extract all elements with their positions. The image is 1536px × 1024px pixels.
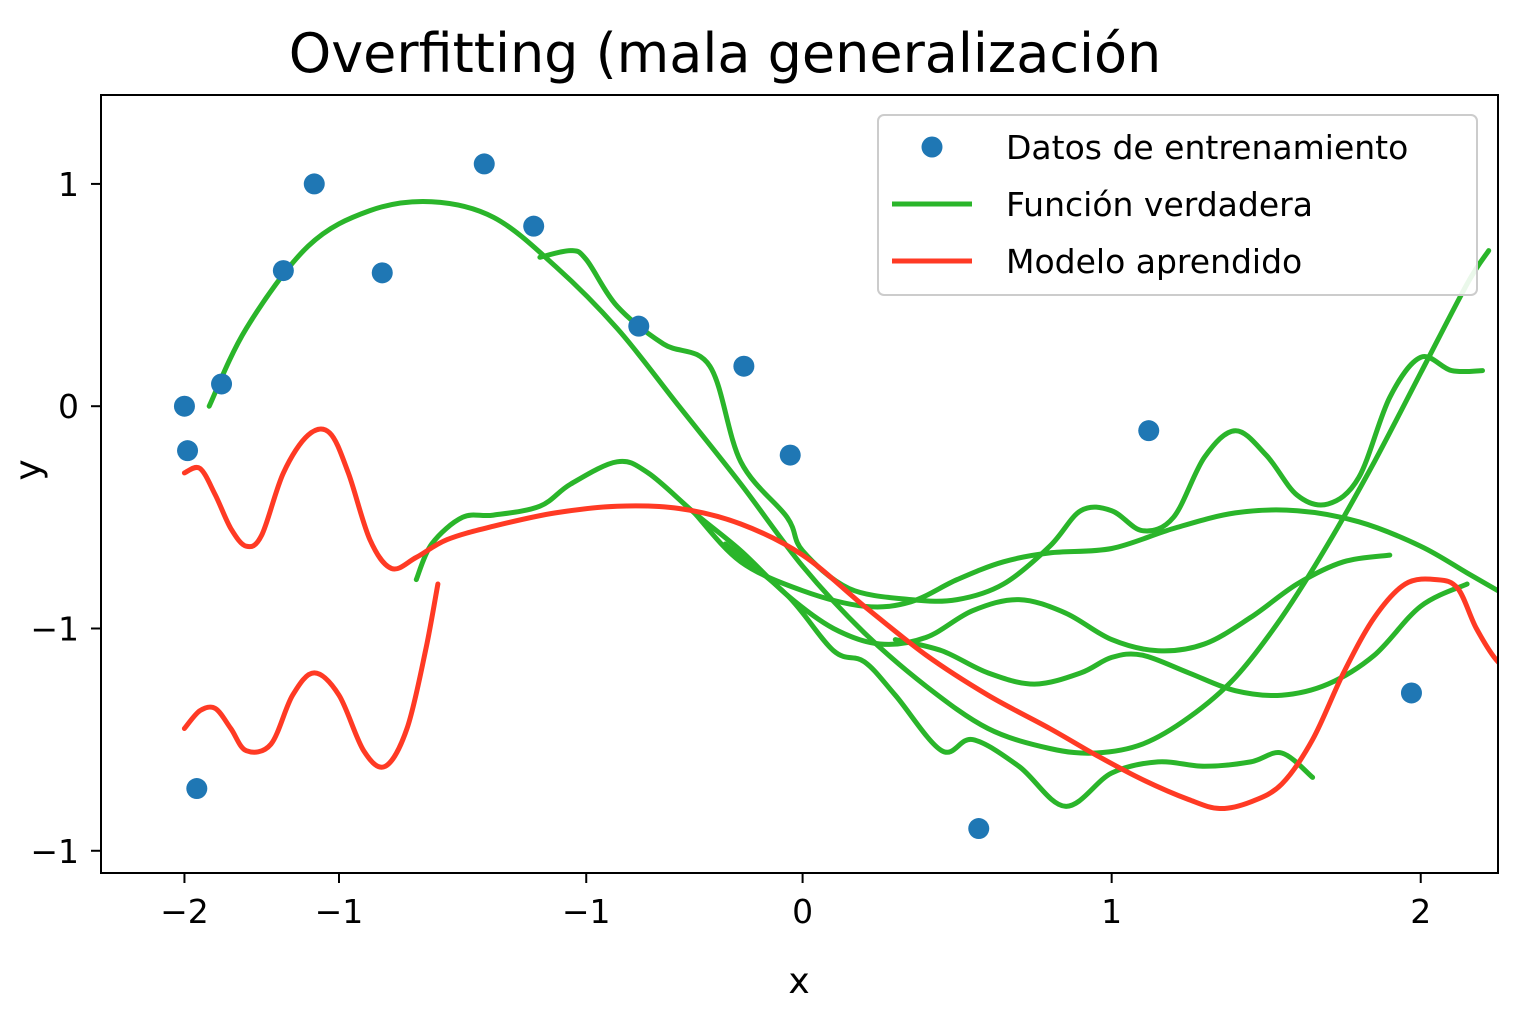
training-point-1 (173, 395, 195, 417)
true-function-line-3 (413, 458, 1393, 654)
plot-frame (100, 94, 1499, 874)
y-tick-label-2: 0 (58, 387, 79, 426)
x-tick-label-5: 1 (1101, 892, 1122, 931)
training-point-10 (628, 315, 650, 337)
training-point-2 (177, 440, 199, 462)
y-axis-ticks: 1 0 −1 −1 (30, 165, 101, 871)
legend-label-training-data: Datos de entrenamiento (1006, 128, 1408, 167)
legend-marker-training-data (921, 136, 943, 158)
training-point-3 (186, 778, 208, 800)
x-axis-label: x (788, 961, 809, 1002)
training-point-7 (371, 262, 393, 284)
training-point-9 (523, 215, 545, 237)
x-tick-label-2: −1 (315, 892, 364, 931)
y-tick-label-4: −1 (30, 832, 79, 871)
x-tick-label-1: −2 (160, 892, 209, 931)
x-tick-label-6: 2 (1410, 892, 1431, 931)
legend-label-learned-model: Modelo aprendido (1006, 242, 1302, 281)
training-point-11 (733, 355, 755, 377)
x-tick-label-4: 0 (792, 892, 813, 931)
true-function-line-5 (722, 541, 1316, 809)
x-tick-label-3: −1 (562, 892, 611, 931)
y-tick-label-1: 1 (58, 165, 79, 204)
training-point-5 (272, 260, 294, 282)
true-function-line-2 (537, 248, 1485, 604)
training-point-14 (1138, 420, 1160, 442)
training-point-15 (1400, 682, 1422, 704)
learned-model-line-2 (181, 581, 441, 770)
learned-model-line-1 (181, 426, 1498, 812)
plot-area (173, 153, 1498, 840)
training-point-6 (303, 173, 325, 195)
legend: Datos de entrenamiento Función verdadera M… (877, 114, 1478, 296)
training-point-8 (473, 153, 495, 175)
x-axis-ticks: −2 −1 −1 0 1 2 (160, 873, 1431, 931)
legend-box (877, 114, 1478, 296)
training-point-13 (968, 818, 990, 840)
true-function-line-4 (691, 507, 1498, 610)
legend-label-true-function: Función verdadera (1006, 185, 1313, 224)
series-layer (173, 153, 1498, 840)
chart-title: Overfitting (mala generalización (289, 22, 1162, 85)
true-function-line-1 (206, 198, 1492, 756)
true-function-line-6 (892, 581, 1470, 698)
y-axis-label: y (8, 459, 49, 480)
training-point-12 (779, 444, 801, 466)
y-tick-label-3: −1 (30, 609, 79, 648)
training-point-4 (211, 373, 233, 395)
